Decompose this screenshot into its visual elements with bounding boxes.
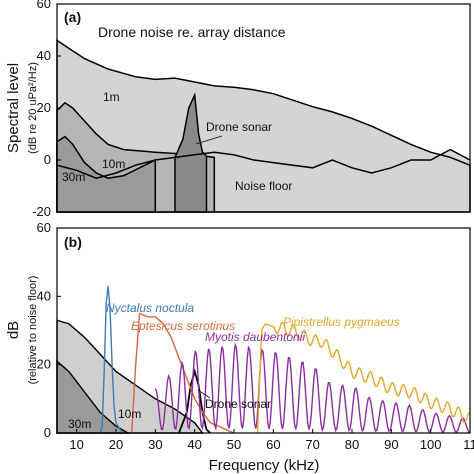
b-xtick-label: 80 xyxy=(345,437,359,452)
annotation-1m: 1m xyxy=(103,90,120,104)
label-nyctalus-noctula: Nyctalus noctula xyxy=(106,301,194,315)
label-myotis-daubentonii: Myotis daubentonii xyxy=(205,330,305,344)
annotation-30m-b: 30m xyxy=(68,417,91,431)
b-ytick-label: 60 xyxy=(37,220,51,235)
panel-a-areas xyxy=(56,39,471,213)
annotation-drone-sonar-b: Drone sonar xyxy=(205,397,271,411)
panel-b-areas xyxy=(56,319,204,434)
label-eptesicus-serotinus: Eptesicus serotinus xyxy=(131,319,235,333)
a-ytick-label: -20 xyxy=(32,204,51,219)
panel-a-frame xyxy=(56,3,471,213)
b-xtick-label: 100 xyxy=(420,437,442,452)
panel-a-title: Drone noise re. array distance xyxy=(98,24,286,40)
b-xtick-label: 30 xyxy=(148,437,162,452)
b-line-pipistrellus-pygmaeus xyxy=(256,321,471,434)
panel-b-frame xyxy=(56,227,471,434)
b-area-30m xyxy=(56,359,131,434)
panel-a-ylabel-sub: (dB re 20 uPa²/Hz) xyxy=(27,62,39,154)
panel-b-ylabel: dB xyxy=(5,321,22,339)
panel-a-label: (a) xyxy=(64,9,81,25)
a-ytick-label: 60 xyxy=(37,0,51,11)
label-pipistrellus-pygmaeus: Pipistrellus pygmaeus xyxy=(283,315,400,329)
area-30m xyxy=(56,135,157,213)
drone-sonar-pointer-a xyxy=(195,135,223,145)
line-noise-floor xyxy=(56,148,471,179)
annotation-10m: 10m xyxy=(102,157,125,171)
panel-a-y-label: Spectral level (dB re 20 uPa²/Hz) xyxy=(5,62,39,154)
b-xtick-label: 40 xyxy=(187,437,201,452)
b-xtick-label: 70 xyxy=(305,437,319,452)
annotation-10m-b: 10m xyxy=(118,407,141,421)
b-xtick-label: 20 xyxy=(109,437,123,452)
b-xtick-label: 10 xyxy=(69,437,83,452)
a-ytick-label: 20 xyxy=(37,100,51,115)
a-ytick-label: 40 xyxy=(37,48,51,63)
panel-b-y-label: dB (relative to noise floor) xyxy=(5,276,39,385)
panel-b-xlabel: Frequency (kHz) xyxy=(209,457,320,474)
annotation-30m: 30m xyxy=(62,170,85,184)
b-line-drone-sonar xyxy=(178,368,211,434)
b-xtick-label: 60 xyxy=(266,437,280,452)
annotation-noise-floor: Noise floor xyxy=(235,179,292,193)
b-ytick-label: 20 xyxy=(37,357,51,372)
panel-a: -20 0 20 40 60 (a) Drone noise re. array dis… xyxy=(5,0,471,219)
b-ytick-label: 40 xyxy=(37,288,51,303)
area-drone-sonar xyxy=(174,92,208,213)
panel-a-ylabel: Spectral level xyxy=(5,63,22,153)
panel-b-ylabel-sub: (relative to noise floor) xyxy=(27,276,39,385)
b-xtick-label: 90 xyxy=(384,437,398,452)
panel-b-lines xyxy=(99,286,471,434)
b-ytick-label: 0 xyxy=(44,425,51,440)
b-line-nyctalus-noctula xyxy=(99,286,125,434)
b-line-myotis-daubentonii xyxy=(154,342,471,433)
drone-sonar-pointer-b xyxy=(197,389,211,399)
panel-b-label: (b) xyxy=(64,234,82,250)
a-ytick-label: 0 xyxy=(44,152,51,167)
b-xtick-label: 11 xyxy=(463,437,474,452)
b-xtick-label: 50 xyxy=(227,437,241,452)
annotation-drone-sonar-a: Drone sonar xyxy=(206,120,272,134)
